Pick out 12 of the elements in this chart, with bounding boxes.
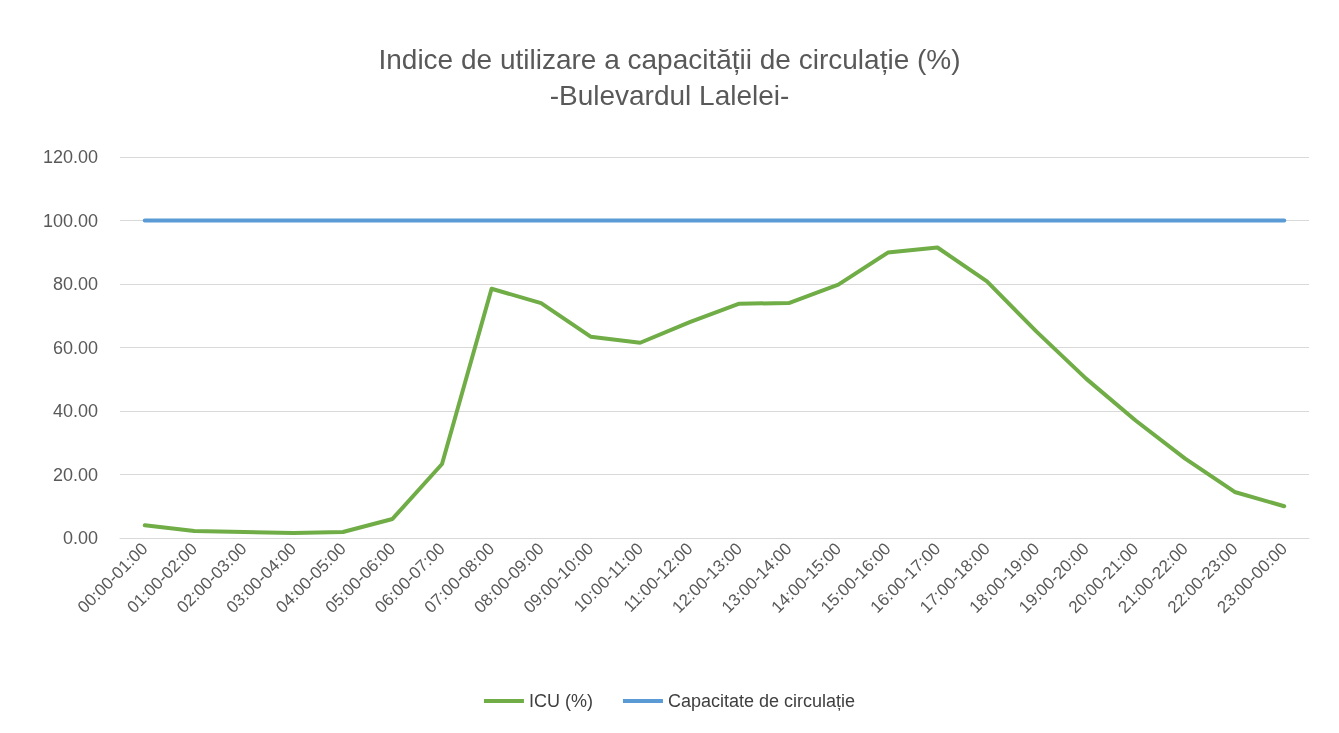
y-tick-label: 60.00 (52, 337, 98, 358)
y-tick-label: 40.00 (52, 401, 98, 421)
y-tick-label: 120.00 (42, 147, 98, 167)
chart-title: Indice de utilizare a capacității de circulație (%) (378, 43, 961, 75)
line-series (142, 245, 1287, 535)
y-tick-label: 20.00 (52, 464, 98, 485)
y-tick-label: 80.00 (52, 274, 98, 294)
legend-label: Capacitate de circulație (667, 691, 856, 711)
chart-subtitle: -Bulevardul Lalelei- (549, 79, 790, 111)
y-tick-label: 0.00 (62, 528, 98, 548)
y-tick-label: 100.00 (42, 210, 98, 231)
legend-label: ICU (%) (528, 691, 593, 711)
